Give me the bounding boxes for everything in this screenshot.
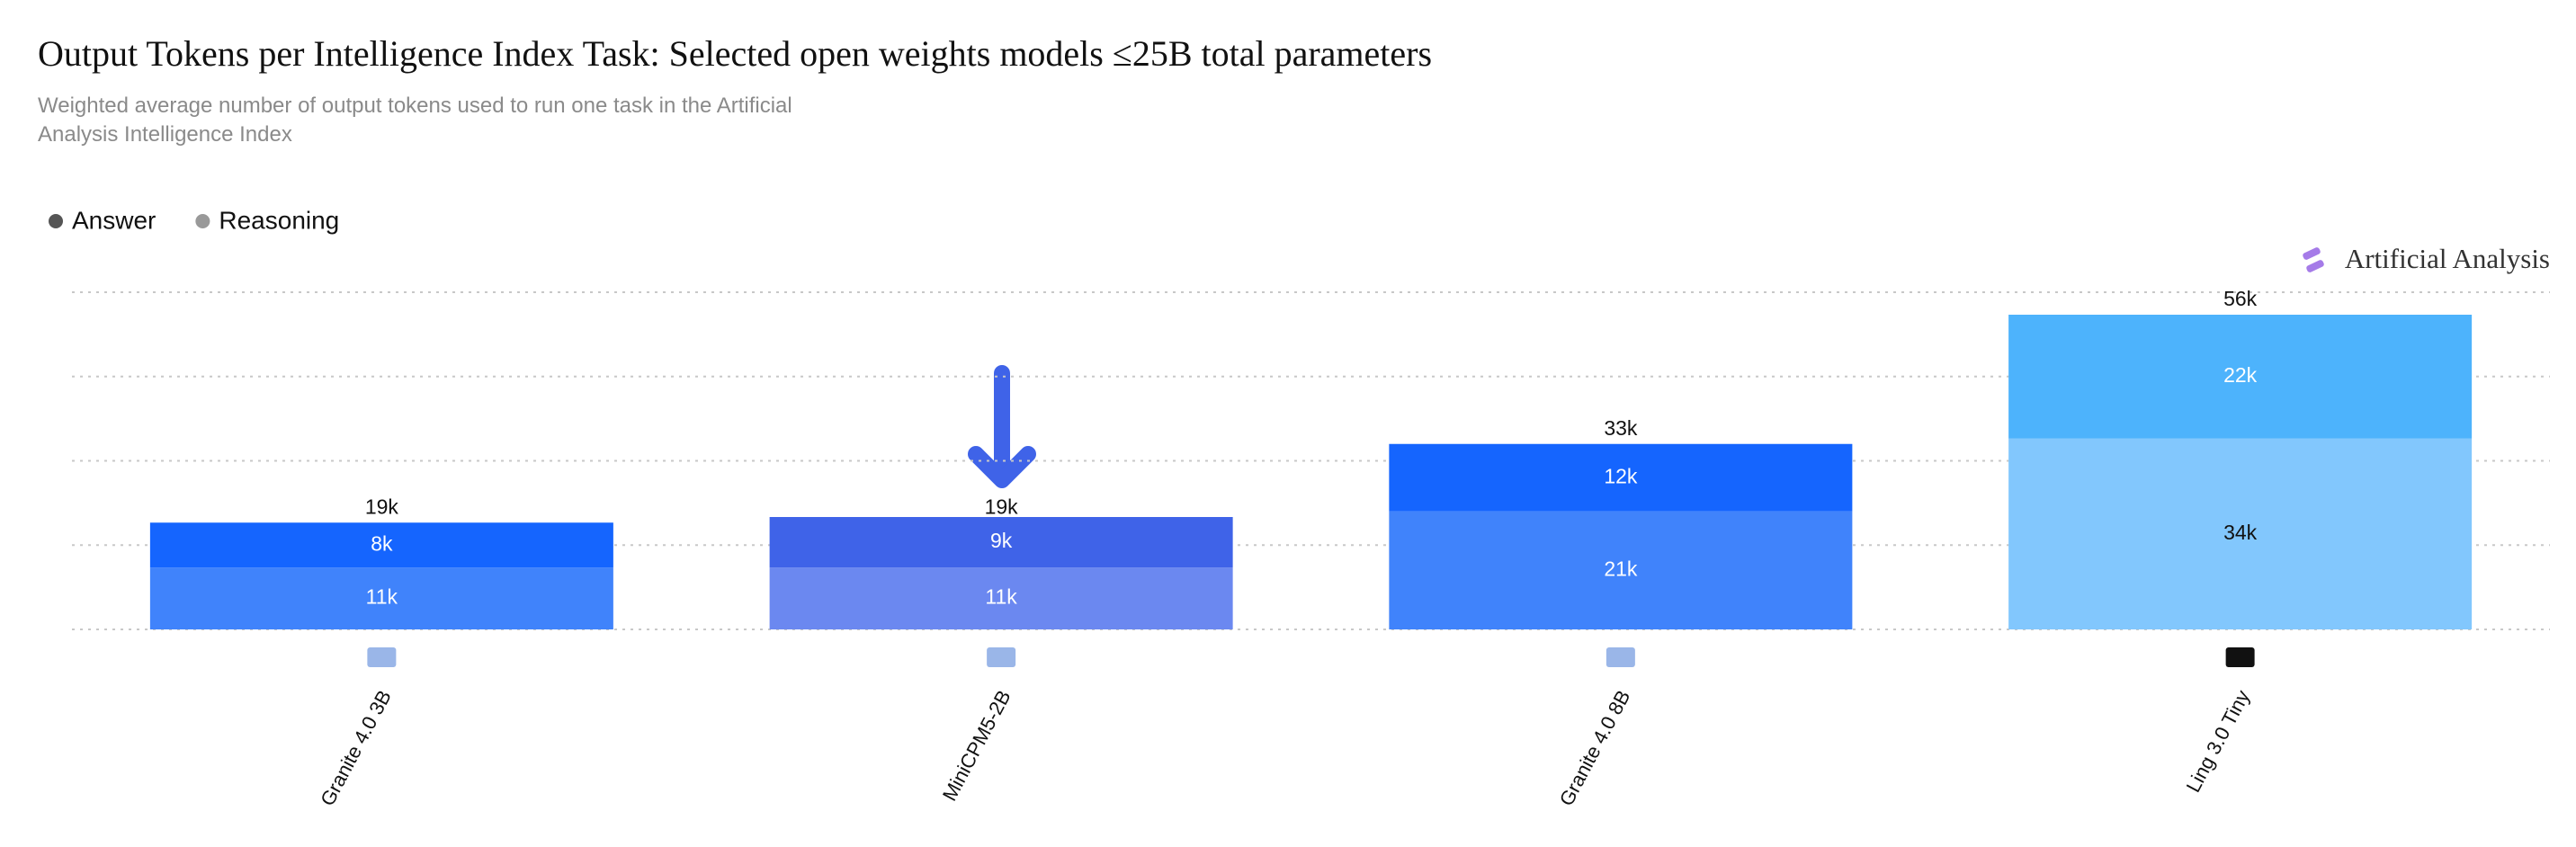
total-label: 19k [365, 495, 399, 518]
model-logo [2225, 647, 2255, 667]
total-label: 33k [1604, 416, 1638, 440]
model-logo [367, 647, 397, 667]
x-tick-label: Granite 4.0 8B [1555, 686, 1635, 809]
total-label: 56k [2223, 287, 2258, 310]
watermark-logo [2303, 247, 2324, 272]
total-label: 19k [985, 495, 1019, 518]
bar-segment [769, 517, 1233, 568]
bar-segment [149, 567, 613, 629]
model-logo [1606, 647, 1635, 667]
value-label: 21k [1604, 557, 1638, 580]
legend-label: Reasoning [219, 206, 339, 234]
value-label: 12k [1604, 464, 1638, 487]
bar-segment [1389, 443, 1853, 512]
value-label: 9k [990, 529, 1013, 552]
watermark: Artificial Analysis [2345, 243, 2550, 274]
x-tick-label: MiniCPM5-2B [938, 686, 1015, 805]
bar-segment [2008, 315, 2473, 439]
model-logo [987, 647, 1016, 667]
legend-swatch [195, 214, 210, 228]
value-label: 22k [2223, 363, 2258, 387]
bar-segment [149, 522, 613, 568]
bar-segment [2008, 438, 2473, 629]
bar-segment [769, 567, 1233, 629]
chart-title: Output Tokens per Intelligence Index Tas… [38, 33, 1433, 74]
value-label: 34k [2223, 521, 2258, 544]
legend-swatch [49, 214, 63, 228]
x-tick-label: Ling 3.0 Tiny [2182, 686, 2255, 796]
arrow-annotation [968, 365, 1036, 488]
x-tick-label: Granite 4.0 3B [316, 686, 396, 809]
value-label: 11k [366, 585, 398, 609]
chart-subtitle: Weighted average number of output tokens… [38, 94, 792, 147]
bar-segment [1389, 511, 1853, 629]
value-label: 11k [985, 585, 1017, 609]
value-label: 8k [371, 531, 393, 555]
legend-label: Answer [72, 206, 156, 234]
